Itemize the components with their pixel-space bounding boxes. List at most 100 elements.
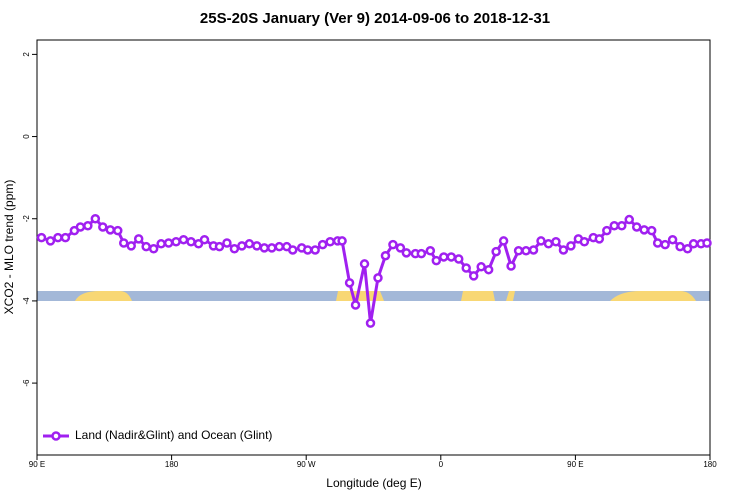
data-point	[156, 239, 166, 249]
data-point	[193, 239, 204, 249]
data-point	[287, 245, 298, 255]
data-point	[431, 255, 442, 266]
data-point	[594, 234, 605, 244]
land-band	[75, 291, 132, 301]
data-point	[36, 232, 47, 243]
data-point	[528, 245, 539, 255]
data-point	[483, 264, 494, 275]
data-point	[163, 238, 174, 248]
data-point	[244, 239, 255, 249]
x-tick-label: 90 E	[29, 460, 45, 469]
data-point	[60, 232, 71, 243]
data-point	[133, 234, 144, 244]
data-point	[439, 252, 449, 262]
data-point	[199, 234, 210, 245]
y-axis-label: XCO2 - MLO trend (ppm)	[2, 180, 16, 315]
data-point	[675, 241, 685, 252]
data-point	[395, 243, 406, 253]
x-tick-label: 90 E	[567, 460, 583, 469]
data-point	[113, 225, 123, 236]
x-tick-label: 90 W	[297, 460, 316, 469]
y-tick-label: 0	[22, 134, 31, 139]
data-point	[267, 243, 277, 253]
data-point	[83, 220, 93, 231]
data-point	[602, 225, 612, 236]
data-point	[498, 236, 509, 246]
y-tick-label: 2	[22, 52, 31, 57]
data-point	[660, 239, 670, 250]
data-point	[186, 236, 196, 247]
x-tick-label: 180	[703, 460, 717, 469]
data-point	[75, 222, 86, 232]
data-point	[543, 239, 554, 249]
data-point	[609, 220, 620, 231]
data-point	[98, 222, 108, 232]
data-point	[229, 243, 240, 254]
data-point	[178, 234, 189, 245]
data-point	[45, 236, 56, 246]
land-band	[461, 291, 495, 301]
data-point	[468, 271, 479, 281]
data-point	[476, 262, 486, 272]
data-point	[373, 273, 383, 283]
data-point	[171, 236, 181, 247]
y-tick-label: -2	[22, 215, 31, 223]
chart-title: 25S-20S January (Ver 9) 2014-09-06 to 20…	[200, 10, 550, 27]
data-point	[126, 241, 136, 251]
data-point	[551, 236, 561, 247]
data-point	[631, 222, 642, 232]
land-band	[610, 291, 696, 301]
data-point	[702, 238, 712, 248]
data-point	[425, 246, 436, 256]
data-point	[682, 243, 693, 254]
data-point	[461, 263, 471, 273]
data-point	[566, 241, 576, 251]
data-point	[579, 236, 590, 247]
data-point	[380, 250, 391, 261]
legend-marker	[51, 431, 61, 441]
data-point	[513, 246, 524, 256]
x-tick-label: 0	[439, 460, 444, 469]
data-point	[105, 225, 116, 235]
data-point	[359, 259, 370, 269]
data-point	[667, 234, 678, 245]
data-point	[118, 238, 129, 248]
data-point	[141, 241, 151, 252]
data-point	[617, 220, 627, 231]
data-point	[310, 245, 320, 255]
data-point	[446, 252, 457, 262]
data-point	[416, 248, 427, 259]
data-point	[302, 245, 313, 255]
data-point	[252, 241, 262, 251]
data-point	[237, 241, 247, 251]
data-point	[365, 318, 376, 328]
land-band	[506, 291, 515, 301]
legend-label: Land (Nadir&Glint) and Ocean (Glint)	[75, 428, 272, 442]
data-point	[558, 245, 569, 255]
data-point	[536, 236, 546, 246]
data-point	[652, 238, 663, 248]
data-point	[344, 278, 355, 288]
data-point	[325, 236, 335, 247]
data-point	[401, 248, 412, 258]
data-point	[521, 246, 531, 256]
land-band	[336, 291, 384, 301]
data-point	[646, 225, 657, 236]
data-point	[624, 214, 634, 225]
data-point	[90, 213, 101, 224]
data-point	[317, 239, 328, 250]
data-point	[53, 232, 63, 243]
data-point	[506, 261, 516, 271]
data-point	[259, 243, 270, 253]
data-point	[453, 254, 464, 264]
data-point	[491, 246, 501, 257]
data-point	[388, 239, 398, 250]
y-tick-label: -6	[22, 379, 31, 387]
data-point	[639, 225, 649, 235]
x-axis-label: Longitude (deg E)	[326, 476, 421, 490]
data-point	[222, 238, 232, 248]
data-point	[688, 239, 699, 249]
data-point	[214, 241, 225, 252]
x-tick-label: 180	[165, 460, 179, 469]
